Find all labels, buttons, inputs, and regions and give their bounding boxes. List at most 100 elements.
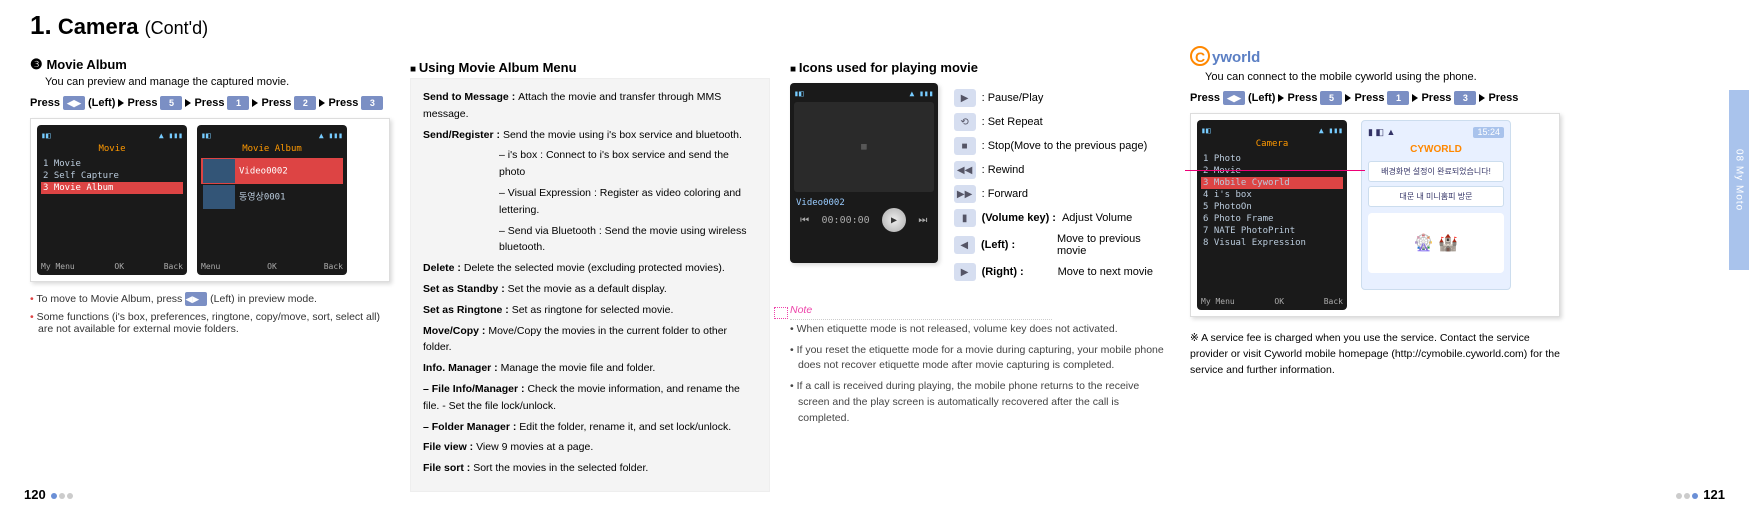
icon-row: ▶▶: Forward [954, 185, 1170, 203]
page-number-left: 120 [24, 487, 74, 502]
phone-softkeys: My MenuOKBack [41, 262, 183, 271]
menu-row: Move/Copy : Move/Copy the movies in the … [423, 323, 757, 357]
left-label: (Left) [88, 97, 116, 109]
icon-row: ▶(Right) :Move to next movie [954, 263, 1170, 281]
movie-album-heading: Movie Album [30, 56, 390, 73]
cy-msg: 대문 내 미니홈피 방문 [1368, 186, 1504, 207]
icon-row: ▶: Pause/Play [954, 89, 1170, 107]
menu-row: File sort : Sort the movies in the selec… [423, 460, 757, 477]
chapter-number: 1. [30, 10, 52, 40]
phone-item: 2 Self Capture [41, 170, 183, 182]
forward-icon: ⏭ [918, 215, 927, 226]
menu-heading: Using Movie Album Menu [410, 60, 770, 75]
menu-row: – Send via Bluetooth : Send the movie us… [499, 223, 757, 257]
key-2: 2 [294, 96, 316, 110]
menu-row: Delete : Delete the selected movie (excl… [423, 260, 757, 277]
icon-row: ⟲: Set Repeat [954, 113, 1170, 131]
movie-album-desc: You can preview and manage the captured … [45, 76, 390, 88]
phone-item: 동영상0001 [201, 184, 343, 210]
video-name: Video0002 [794, 198, 934, 208]
press-sequence-1: Press ◀▶ (Left) Press 5 Press 1 Press 2 … [30, 96, 390, 110]
press-label: Press [1354, 92, 1384, 104]
phone-status-bar: ▮◧▲ ▮▮▮ [41, 131, 183, 140]
note-label: Note [790, 303, 1052, 320]
press-label: Press [1287, 92, 1317, 104]
phone-movie-menu: ▮◧▲ ▮▮▮ Movie 1 Movie 2 Self Capture 3 M… [37, 125, 187, 275]
press-label: Press [1190, 92, 1220, 104]
press-label: Press [328, 97, 358, 109]
connector-line [1185, 170, 1365, 171]
note-line: • If you reset the etiquette mode for a … [790, 343, 1170, 375]
play-button-icon: ▶ [882, 208, 906, 232]
key-5: 5 [160, 96, 182, 110]
phone-movie-album: ▮◧▲ ▮▮▮ Movie Album Video0002 동영상0001 Me… [197, 125, 347, 275]
col-cyworld: Cyworld You can connect to the mobile cy… [1190, 10, 1560, 492]
video-time: 00:00:00 [822, 215, 870, 226]
icon-row: ◀(Left) :Move to previous movie [954, 233, 1170, 257]
arrow-icon [252, 99, 258, 107]
nav-key-icon: ◀▶ [185, 292, 207, 306]
nav-key-icon: ◀▶ [63, 96, 85, 110]
phone-item: 5 PhotoOn [1201, 201, 1343, 213]
phone-item-selected: Video0002 [201, 158, 343, 184]
icon-row: ◀◀: Rewind [954, 161, 1170, 179]
press-label: Press [127, 97, 157, 109]
phone-title: Camera [1201, 139, 1343, 149]
menu-row: – Visual Expression : Register as video … [499, 185, 757, 219]
control-icon: ▮ [954, 209, 976, 227]
nav-key-icon: ◀▶ [1223, 91, 1245, 105]
press-label: Press [1488, 92, 1518, 104]
phone-item-selected: 3 Mobile Cyworld [1201, 177, 1343, 189]
phone-video-player: ▮◧▲ ▮▮▮ ▦ Video0002 ⏮ 00:00:00 ▶ ⏭ [790, 83, 938, 263]
phone-item: 1 Movie [41, 158, 183, 170]
cyworld-heading: Cyworld [1190, 46, 1560, 66]
phone-item-selected: 3 Movie Album [41, 182, 183, 194]
control-icon: ▶▶ [954, 185, 976, 203]
col-movie-album: 1. Camera (Cont'd) Movie Album You can p… [30, 10, 390, 492]
control-icon: ▶ [954, 89, 976, 107]
note-line: • When etiquette mode is not released, v… [790, 322, 1170, 338]
side-tab: 08 My Moto [1729, 90, 1749, 270]
note-line: To move to Movie Album, press ◀▶ (Left) … [30, 292, 390, 306]
phone-title: Movie [41, 144, 183, 154]
arrow-icon [1345, 94, 1351, 102]
cy-msg: 배경화면 설정이 완료되었습니다! [1368, 161, 1504, 182]
arrow-icon [185, 99, 191, 107]
control-icon: ◀ [954, 236, 975, 254]
press-label: Press [194, 97, 224, 109]
rewind-icon: ⏮ [800, 215, 809, 226]
phone-status-bar: ▮◧▲ ▮▮▮ [201, 131, 343, 140]
control-icon: ⟲ [954, 113, 976, 131]
note-line: • If a call is received during playing, … [790, 379, 1170, 426]
key-1: 1 [227, 96, 249, 110]
control-icon: ◀◀ [954, 161, 976, 179]
arrow-icon [118, 99, 124, 107]
icon-row: ■: Stop(Move to the previous page) [954, 137, 1170, 155]
cyworld-note: A service fee is charged when you use th… [1190, 331, 1560, 378]
control-icon: ■ [954, 137, 976, 155]
cyworld-desc: You can connect to the mobile cyworld us… [1205, 71, 1560, 83]
arrow-icon [1412, 94, 1418, 102]
video-controls: ⏮ 00:00:00 ▶ ⏭ [794, 208, 934, 232]
press-label: Press [1421, 92, 1451, 104]
menu-row: Send to Message : Attach the movie and t… [423, 89, 757, 123]
menu-row: File view : View 9 movies at a page. [423, 439, 757, 456]
control-icon: ▶ [954, 263, 976, 281]
phone-softkeys: My MenuOKBack [1201, 297, 1343, 306]
menu-row: Set as Standby : Set the movie as a defa… [423, 281, 757, 298]
icons-heading: Icons used for playing movie [790, 60, 1170, 75]
press-label: Press [30, 97, 60, 109]
key-1: 1 [1387, 91, 1409, 105]
menu-row: – File Info/Manager : Check the movie in… [423, 381, 757, 415]
phone-item: 1 Photo [1201, 153, 1343, 165]
left-label: (Left) [1248, 92, 1276, 104]
menu-row: – i's box : Connect to i's box service a… [499, 147, 757, 181]
phone-camera-menu: ▮◧▲ ▮▮▮ Camera 1 Photo 2 Movie 3 Mobile … [1197, 120, 1347, 310]
chapter-cont: (Cont'd) [145, 18, 208, 38]
cyworld-logo-icon: C [1190, 46, 1210, 66]
chapter-name: Camera [58, 14, 139, 39]
phone-item: 6 Photo Frame [1201, 213, 1343, 225]
press-label: Press [261, 97, 291, 109]
key-3: 3 [1454, 91, 1476, 105]
key-5: 5 [1320, 91, 1342, 105]
